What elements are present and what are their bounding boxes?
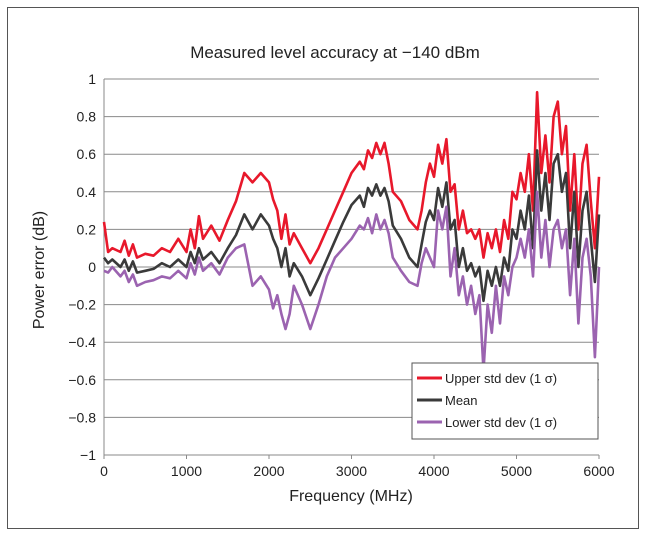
x-tick-label: 1000 bbox=[171, 463, 202, 479]
series-lines bbox=[102, 90, 601, 372]
y-axis-label: Power error (dB) bbox=[31, 211, 48, 329]
y-tick-label: −1 bbox=[80, 447, 96, 463]
x-tick-label: 6000 bbox=[583, 463, 614, 479]
chart-frame: Measured level accuracy at −140 dBm 1 0.8… bbox=[7, 7, 639, 529]
x-tick-label: 4000 bbox=[418, 463, 449, 479]
y-tick-label: −0.4 bbox=[68, 334, 96, 350]
x-tick-label: 0 bbox=[100, 463, 108, 479]
series-line-1 bbox=[102, 149, 601, 303]
x-tick-labels: 0 1000 2000 3000 4000 5000 6000 bbox=[100, 463, 615, 479]
y-tick-label: 0.6 bbox=[77, 146, 97, 162]
chart-title: Measured level accuracy at −140 dBm bbox=[190, 43, 480, 62]
x-tick-label: 3000 bbox=[336, 463, 367, 479]
y-tick-label: 0.8 bbox=[77, 109, 97, 125]
legend-label: Mean bbox=[445, 393, 478, 408]
y-tick-label: 0 bbox=[88, 259, 96, 275]
x-tick-label: 2000 bbox=[253, 463, 284, 479]
chart-svg: Measured level accuracy at −140 dBm 1 0.8… bbox=[31, 43, 615, 505]
y-tick-label: 1 bbox=[88, 71, 96, 87]
series-line-2 bbox=[103, 190, 601, 372]
y-tick-label: 0.2 bbox=[77, 221, 97, 237]
y-tick-label: 0.4 bbox=[77, 184, 97, 200]
y-tick-label: −0.8 bbox=[68, 409, 96, 425]
x-tick-label: 5000 bbox=[501, 463, 532, 479]
legend-box bbox=[411, 362, 599, 440]
x-axis-label: Frequency (MHz) bbox=[289, 488, 413, 505]
legend: Upper std dev (1 σ) Mean Lower std dev (1 … bbox=[411, 362, 599, 440]
series-line-0 bbox=[102, 90, 601, 265]
legend-label: Upper std dev (1 σ) bbox=[445, 371, 557, 386]
y-tick-label: −0.6 bbox=[68, 372, 96, 388]
y-tick-label: −0.2 bbox=[68, 297, 96, 313]
y-tick-labels: 1 0.8 0.6 0.4 0.2 0 −0.2 −0.4 −0.6 −0.8 −1 bbox=[68, 71, 96, 463]
legend-label: Lower std dev (1 σ) bbox=[445, 415, 557, 430]
